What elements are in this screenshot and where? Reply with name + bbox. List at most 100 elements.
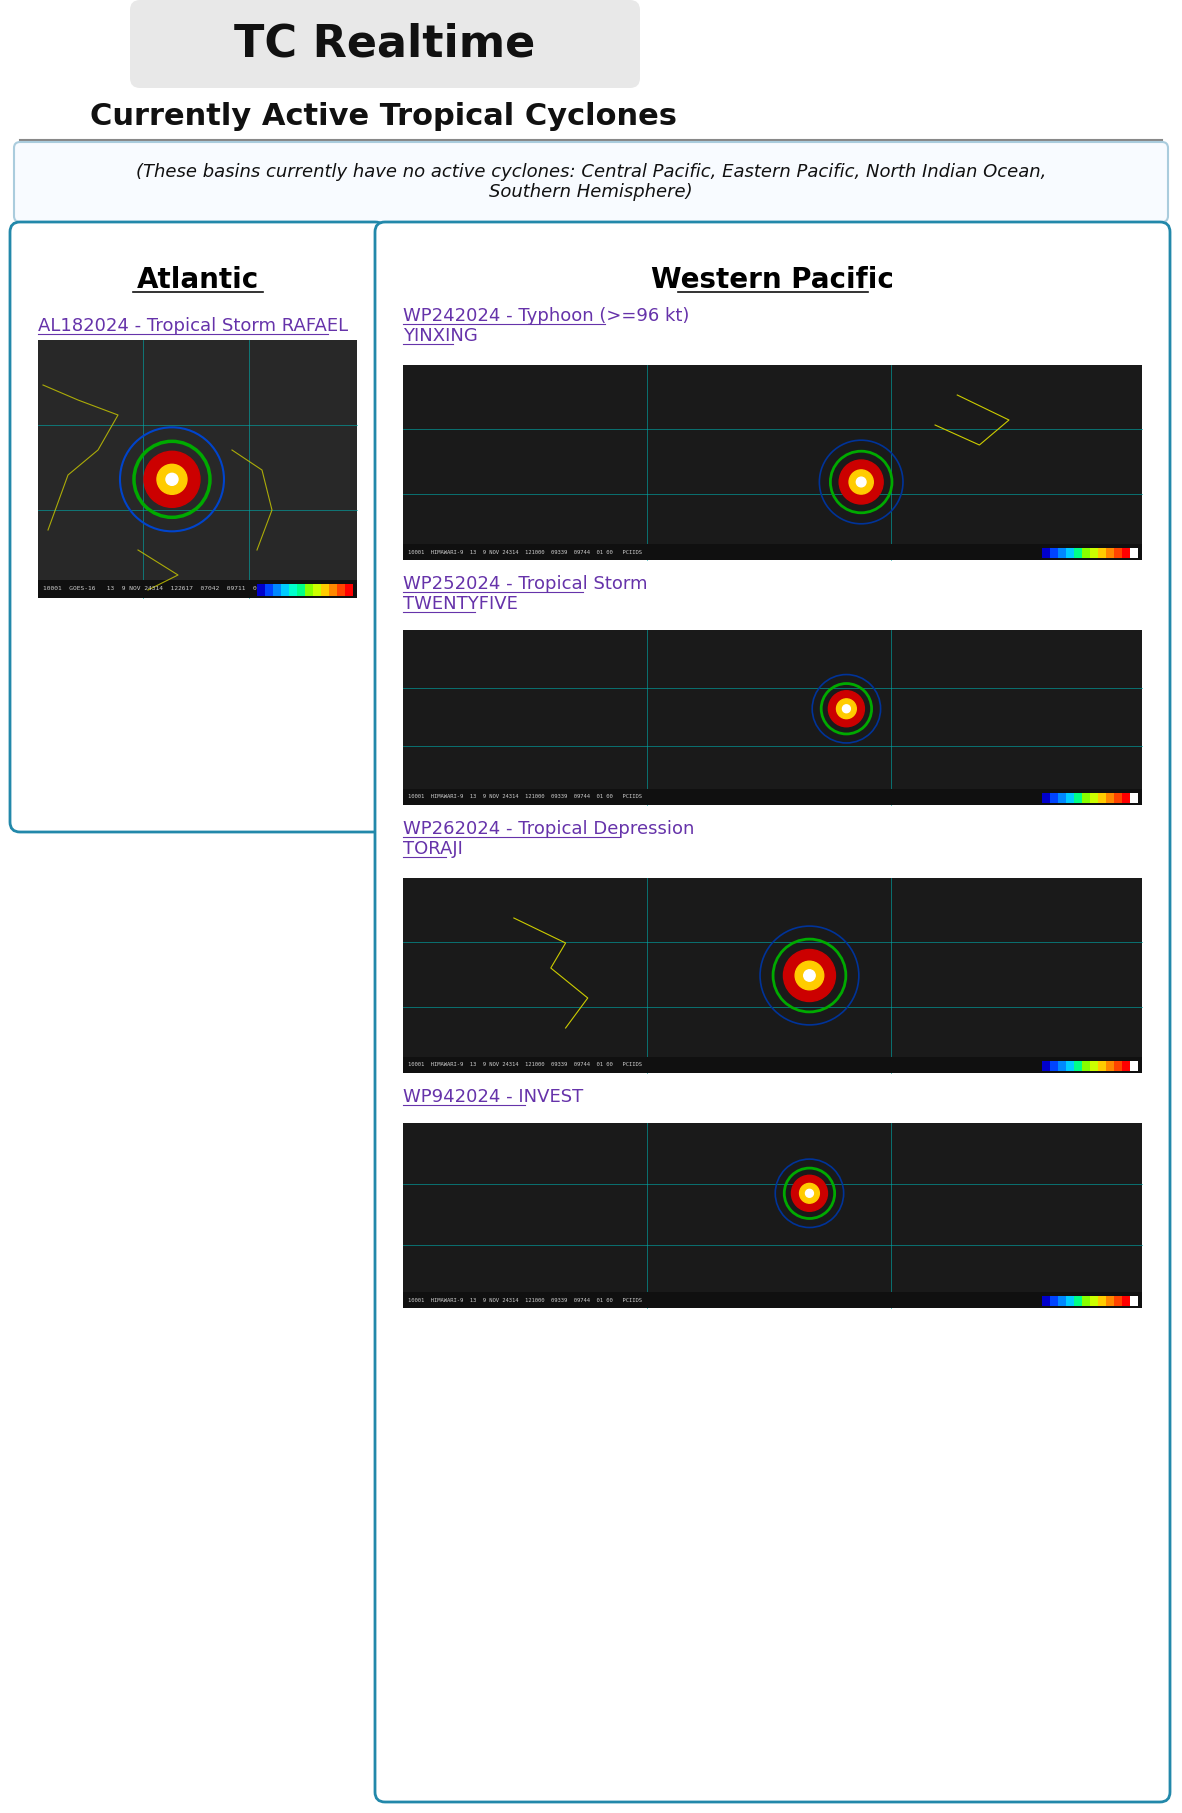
Circle shape — [784, 950, 836, 1001]
Bar — [1090, 1061, 1098, 1071]
Text: TWENTYFIVE: TWENTYFIVE — [403, 595, 518, 613]
Circle shape — [795, 961, 824, 990]
Text: (These basins currently have no active cyclones: Central Pacific, Eastern Pacifi: (These basins currently have no active c… — [136, 163, 1046, 201]
Circle shape — [839, 461, 883, 504]
Bar — [1058, 548, 1066, 558]
FancyBboxPatch shape — [375, 221, 1170, 1802]
Bar — [1058, 1296, 1066, 1305]
Bar — [256, 584, 265, 596]
FancyBboxPatch shape — [14, 141, 1168, 221]
Bar — [1050, 792, 1058, 803]
Bar — [1058, 1061, 1066, 1071]
Text: WP942024 - INVEST: WP942024 - INVEST — [403, 1088, 583, 1106]
Bar — [1082, 1061, 1090, 1071]
Bar — [1122, 1296, 1130, 1305]
Bar — [1050, 1061, 1058, 1071]
Bar — [1113, 548, 1122, 558]
Circle shape — [157, 464, 187, 495]
Circle shape — [799, 1184, 819, 1204]
Bar — [1074, 1061, 1082, 1071]
Bar — [1113, 792, 1122, 803]
Bar — [1066, 548, 1074, 558]
Bar — [1122, 792, 1130, 803]
Bar — [345, 584, 353, 596]
Bar — [337, 584, 345, 596]
Bar — [1066, 1061, 1074, 1071]
Bar — [403, 1057, 1142, 1073]
Text: WP252024 - Tropical Storm: WP252024 - Tropical Storm — [403, 575, 648, 593]
Circle shape — [805, 1189, 813, 1197]
Circle shape — [165, 473, 178, 486]
Bar — [290, 584, 297, 596]
Text: YINXING: YINXING — [403, 326, 478, 344]
Bar — [1050, 548, 1058, 558]
Bar — [1043, 548, 1050, 558]
Bar — [1082, 1296, 1090, 1305]
Bar — [1090, 548, 1098, 558]
Bar — [1113, 1296, 1122, 1305]
Bar — [1082, 792, 1090, 803]
Text: 10001  HIMAWARI-9  13  9 NOV 24314  121000  09339  09744  01 00   PCIIDS: 10001 HIMAWARI-9 13 9 NOV 24314 121000 0… — [408, 794, 642, 800]
Circle shape — [856, 477, 866, 488]
Bar — [1122, 548, 1130, 558]
Text: WP262024 - Tropical Depression: WP262024 - Tropical Depression — [403, 819, 694, 838]
Circle shape — [144, 451, 200, 508]
Bar — [1130, 1296, 1138, 1305]
Bar — [1050, 1296, 1058, 1305]
Bar — [1122, 1061, 1130, 1071]
Bar — [403, 1122, 1142, 1307]
Bar — [403, 629, 1142, 805]
Text: Atlantic: Atlantic — [136, 267, 259, 294]
Text: WP242024 - Typhoon (>=96 kt): WP242024 - Typhoon (>=96 kt) — [403, 306, 689, 325]
Bar — [1098, 792, 1106, 803]
Circle shape — [804, 970, 816, 981]
Bar — [38, 341, 357, 598]
Text: 10001  GOES-16   13  9 NOV 24314  122617  07042  09711  01 00     RE1046: 10001 GOES-16 13 9 NOV 24314 122617 0704… — [43, 586, 313, 591]
Bar — [38, 580, 357, 598]
Bar — [297, 584, 305, 596]
Bar — [329, 584, 337, 596]
Text: AL182024 - Tropical Storm RAFAEL: AL182024 - Tropical Storm RAFAEL — [38, 317, 349, 335]
Bar — [403, 544, 1142, 560]
Circle shape — [792, 1175, 827, 1211]
Text: Western Pacific: Western Pacific — [651, 267, 894, 294]
Circle shape — [829, 691, 864, 727]
Bar — [1043, 792, 1050, 803]
Text: 10001  HIMAWARI-9  13  9 NOV 24314  121000  09339  09744  01 00   PCIIDS: 10001 HIMAWARI-9 13 9 NOV 24314 121000 0… — [408, 1298, 642, 1302]
Circle shape — [837, 698, 856, 718]
Bar — [1082, 548, 1090, 558]
Bar — [1058, 792, 1066, 803]
Bar — [1130, 792, 1138, 803]
Bar — [1106, 1061, 1113, 1071]
Bar — [1098, 548, 1106, 558]
FancyBboxPatch shape — [130, 0, 639, 89]
Bar — [1066, 1296, 1074, 1305]
Text: 10001  HIMAWARI-9  13  9 NOV 24314  121000  09339  09744  01 00   PCIIDS: 10001 HIMAWARI-9 13 9 NOV 24314 121000 0… — [408, 549, 642, 555]
Bar — [1113, 1061, 1122, 1071]
Circle shape — [849, 470, 873, 495]
Bar — [1074, 792, 1082, 803]
Bar — [273, 584, 281, 596]
Text: 10001  HIMAWARI-9  13  9 NOV 24314  121000  09339  09744  01 00   PCIIDS: 10001 HIMAWARI-9 13 9 NOV 24314 121000 0… — [408, 1062, 642, 1068]
Bar — [1074, 1296, 1082, 1305]
Bar — [1098, 1061, 1106, 1071]
Circle shape — [843, 705, 850, 713]
Bar — [1106, 548, 1113, 558]
Bar — [1098, 1296, 1106, 1305]
Bar — [1106, 1296, 1113, 1305]
Bar — [1106, 792, 1113, 803]
Bar — [322, 584, 329, 596]
Bar — [1090, 1296, 1098, 1305]
Bar — [1043, 1296, 1050, 1305]
Bar — [403, 877, 1142, 1073]
Bar — [1066, 792, 1074, 803]
Bar — [1130, 1061, 1138, 1071]
Bar — [1074, 548, 1082, 558]
Bar — [403, 1293, 1142, 1307]
Text: TORAJI: TORAJI — [403, 839, 463, 858]
Bar — [1090, 792, 1098, 803]
Bar — [305, 584, 313, 596]
Bar — [403, 364, 1142, 560]
Bar — [313, 584, 322, 596]
Bar — [265, 584, 273, 596]
